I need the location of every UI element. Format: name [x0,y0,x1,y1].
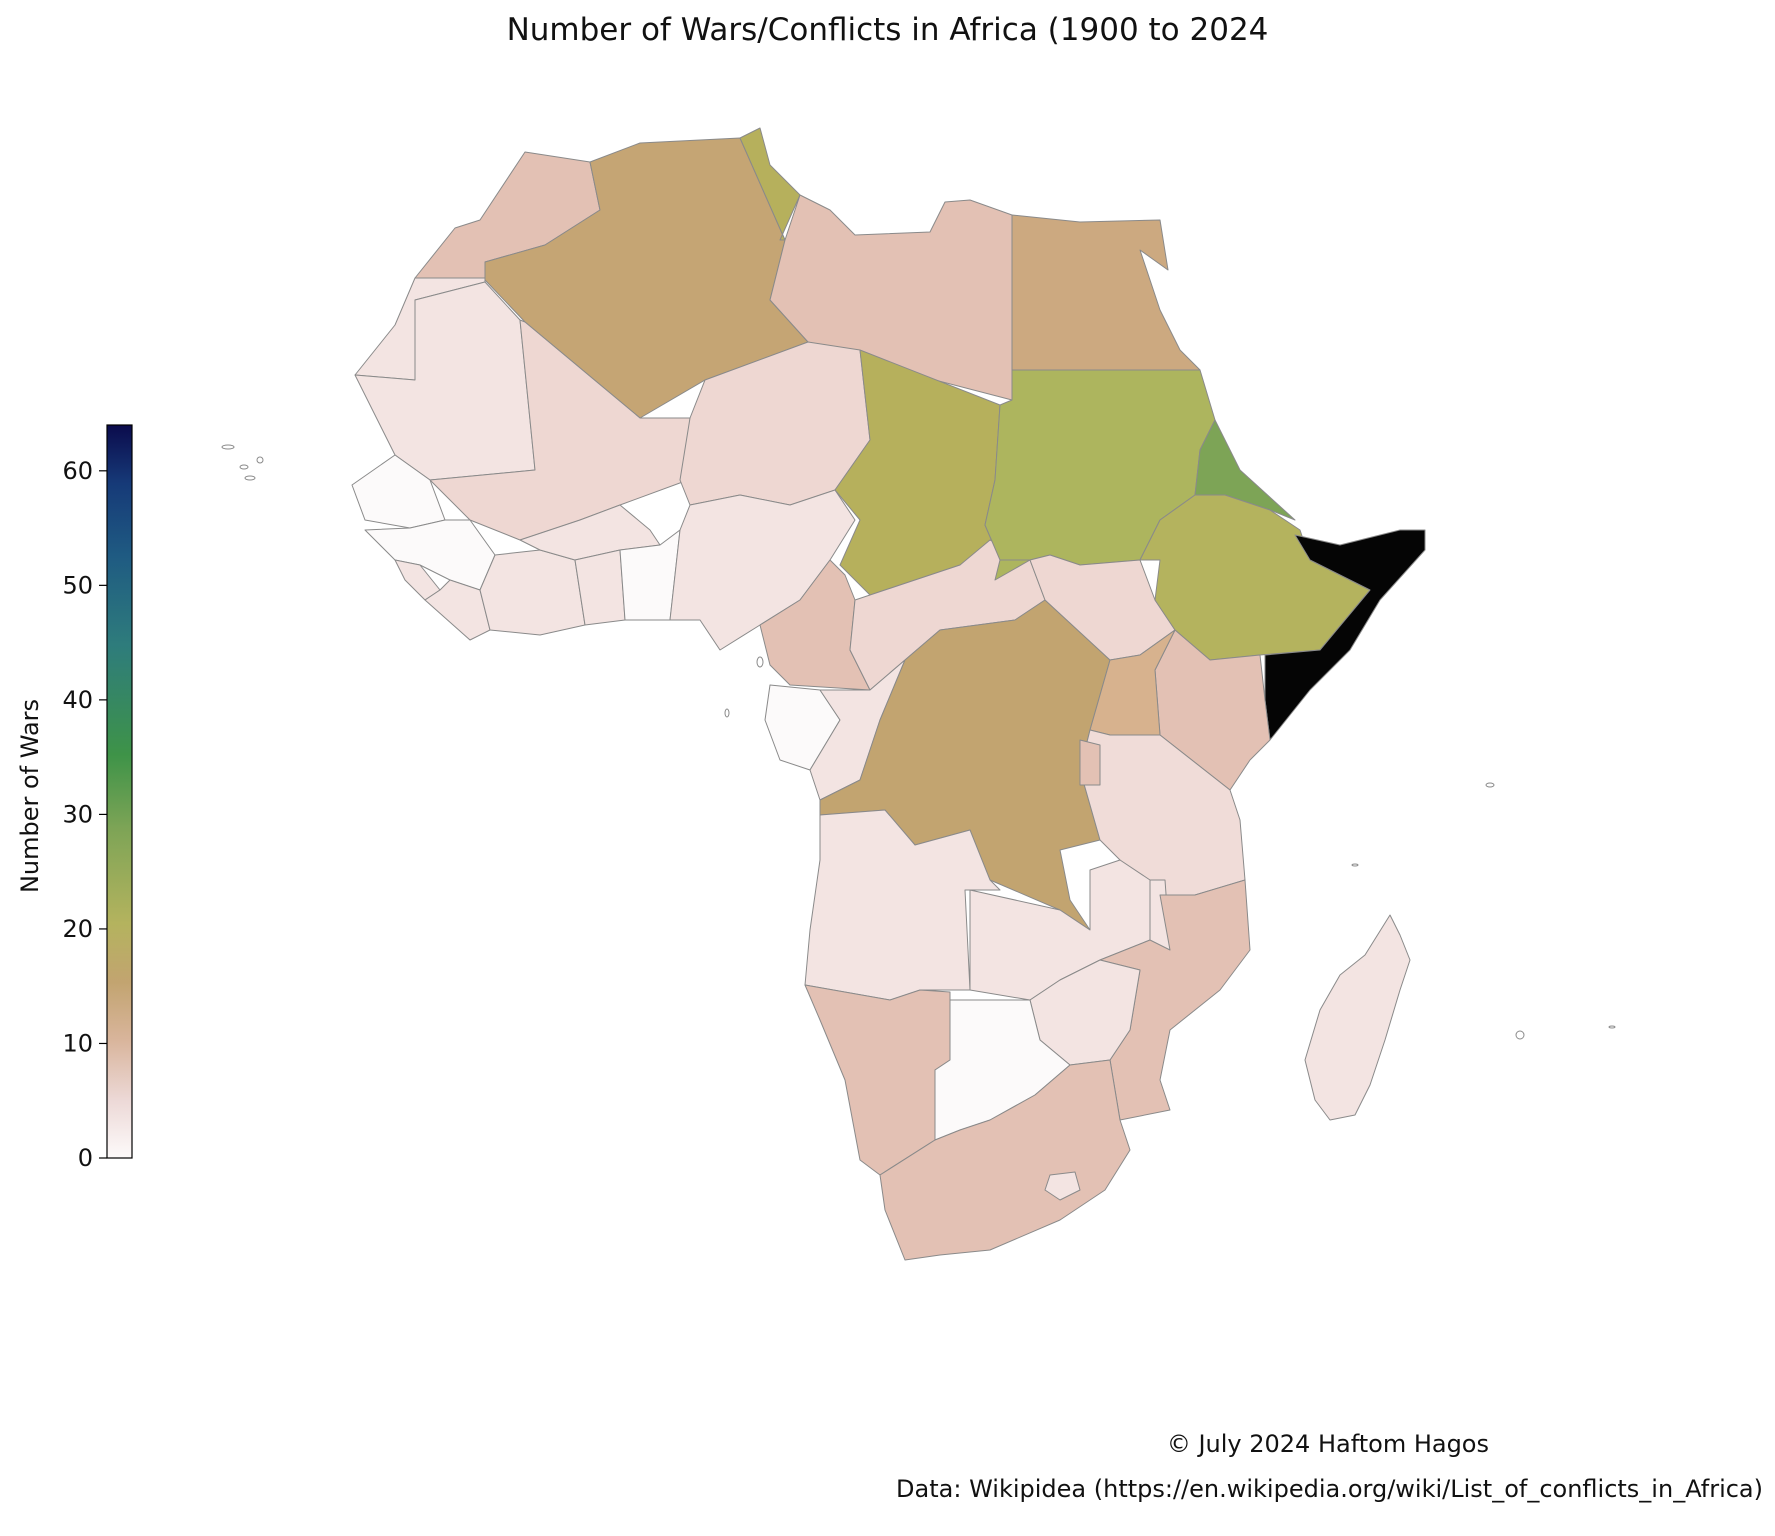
colorbar-tick-label: 40 [62,686,93,714]
copyright-credit: © July 2024 Haftom Hagos [1166,1430,1489,1458]
country-south-africa [879,1059,1131,1261]
colorbar-tick-label: 20 [62,915,93,943]
colorbar-tick-label: 30 [62,800,93,828]
country-mozambique [1099,879,1251,1121]
colorbar-tick-label: 10 [62,1029,93,1057]
data-source-credit: Data: Wikipidea (https://en.wikipedia.or… [896,1475,1763,1503]
colorbar-gradient [106,424,133,1159]
country-madagascar [1304,914,1411,1121]
country-mauritania [354,281,536,481]
colorbar: 0 10 20 30 40 50 60 [62,424,133,1172]
country-nigeria [669,489,856,651]
country-lesotho [1044,1171,1081,1201]
country-rwanda-burundi [1079,739,1101,786]
country-somalia [1264,529,1426,741]
colorbar-tick-label: 60 [62,457,93,485]
country-angola [804,809,1001,1001]
country-ivory-coast [479,549,586,636]
map-title: Number of Wars/Conflicts in Africa (1900… [506,12,1269,48]
country-egypt [1011,214,1201,371]
colorbar-tick-label: 0 [78,1144,93,1172]
colorbar-tick-label: 50 [62,571,93,599]
colorbar-label: Number of Wars [16,698,44,894]
